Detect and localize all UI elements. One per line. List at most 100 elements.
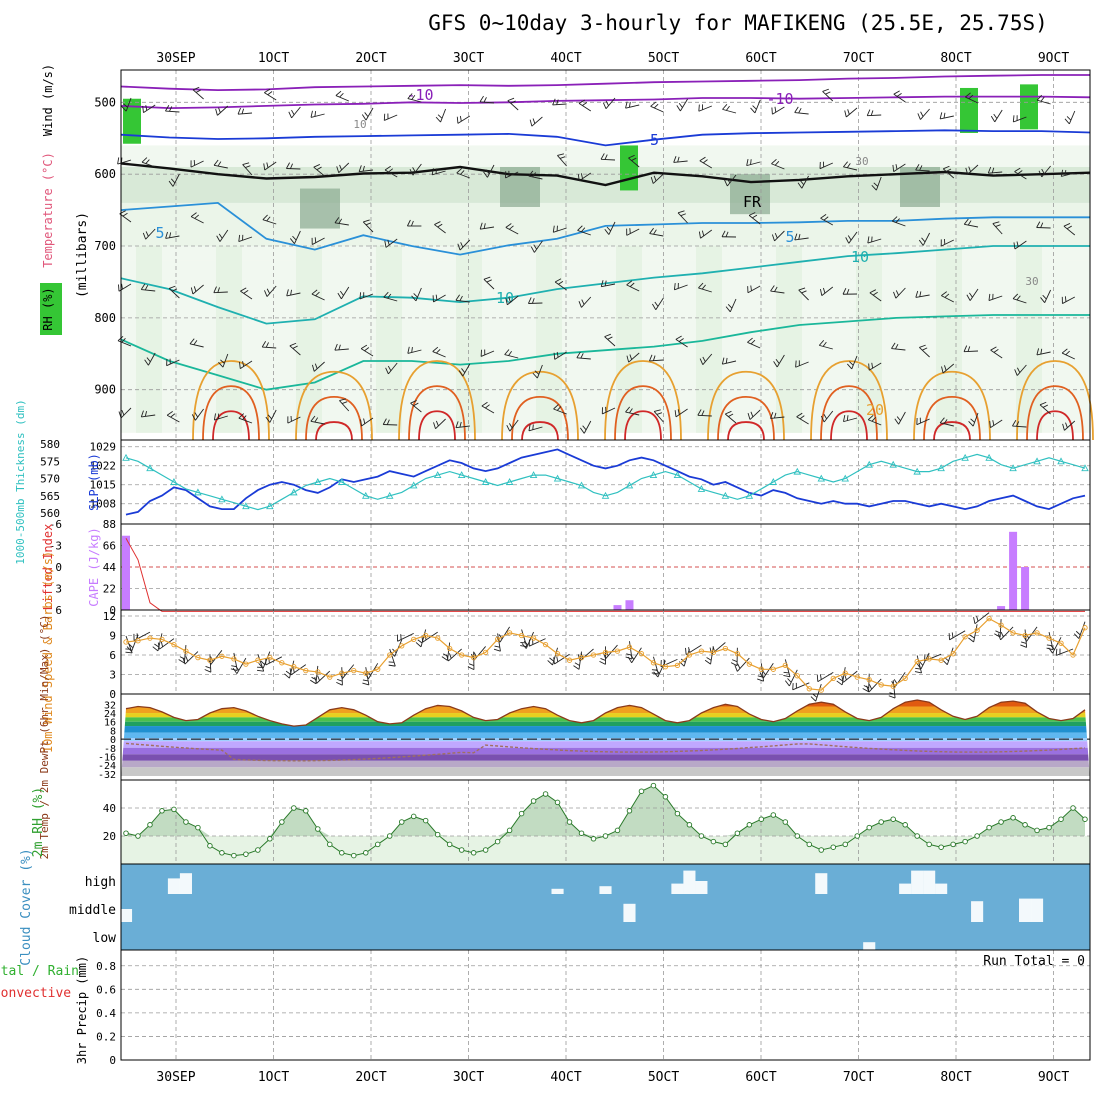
wind-barb-10m — [914, 655, 922, 674]
barb-shaft — [289, 660, 295, 679]
barb-flag — [531, 298, 535, 304]
isotherm-warm-lobe — [604, 360, 682, 441]
cape-bar — [1021, 567, 1030, 610]
barb-shaft — [747, 285, 761, 294]
precip-tick: 0.6 — [96, 983, 116, 996]
barb-flag — [626, 280, 633, 286]
barb-flag — [458, 370, 464, 377]
barb-shaft — [407, 349, 422, 354]
thickness-marker — [170, 478, 178, 485]
barb-flag — [285, 670, 291, 675]
date-label-bottom: 5OCT — [648, 1070, 679, 1085]
rh-marker — [171, 806, 177, 813]
barb-flag — [869, 289, 877, 294]
date-label-bottom: 9OCT — [1038, 1070, 1069, 1085]
wind-barb-upper — [796, 412, 809, 425]
barb-shaft — [771, 163, 785, 170]
barb-flag — [737, 663, 741, 669]
barb-flag — [215, 108, 218, 116]
isotherm-warm-lobe — [192, 360, 270, 441]
wind-barb-upper — [191, 408, 204, 421]
thickness-marker — [817, 474, 826, 482]
barb-flag — [871, 236, 873, 242]
barb-shaft — [749, 409, 761, 420]
wind-barb-upper — [456, 168, 470, 179]
barb-flag — [968, 94, 974, 100]
thickness-marker — [649, 471, 658, 479]
wind-barb-upper — [311, 361, 325, 372]
barb-flag — [220, 359, 225, 364]
rh-marker — [650, 782, 657, 789]
date-label-top: 8OCT — [940, 51, 971, 66]
barb-flag — [866, 685, 870, 693]
barb-flag — [770, 412, 774, 419]
barb-shaft — [359, 169, 374, 173]
barb-flag — [652, 355, 656, 361]
barb-flag — [698, 231, 701, 239]
barb-flag — [674, 410, 677, 417]
barb-shaft — [359, 293, 374, 300]
barb-flag — [604, 228, 610, 235]
cloud-cell — [971, 901, 984, 922]
barb-flag — [235, 665, 240, 671]
wind-speed-marker — [159, 636, 165, 643]
barb-flag — [145, 231, 149, 237]
barb-shaft — [554, 281, 567, 291]
wind-barb-upper — [941, 363, 955, 374]
barb-flag — [796, 412, 803, 418]
rh-marker — [722, 841, 729, 848]
wind-barb-upper — [527, 297, 543, 304]
barb-shaft — [316, 670, 331, 684]
barb-flag — [846, 288, 850, 295]
barb-flag — [774, 106, 777, 113]
wind-barb-upper — [698, 104, 712, 112]
wind-barb-upper — [819, 161, 833, 170]
chart-title: GFS 0~10day 3-hourly for MAFIKENG (25.5E… — [428, 11, 1048, 35]
temp-band — [121, 732, 1090, 738]
barb-flag — [799, 180, 805, 186]
thickness-marker — [242, 502, 250, 510]
barb-flag — [523, 640, 529, 646]
barb-shaft — [819, 344, 833, 350]
barb-shaft — [219, 229, 229, 242]
temp-band — [121, 767, 1090, 776]
wind-barb-upper — [673, 283, 688, 291]
rh-marker — [123, 830, 129, 836]
wind-barb-upper — [434, 221, 446, 234]
wind-barb-upper — [891, 342, 906, 351]
contour-label: 10 — [496, 289, 514, 307]
wind-speed-marker — [638, 651, 645, 657]
barb-shaft — [1062, 296, 1076, 304]
barb-shaft — [579, 648, 594, 662]
wind-barb-upper — [600, 280, 616, 288]
barb-flag — [238, 413, 245, 419]
wind-speed-marker — [339, 670, 345, 676]
wind-speed-marker — [698, 648, 705, 654]
wind-barb-upper — [891, 216, 906, 227]
barb-shaft — [264, 161, 277, 171]
rh-high-patch — [620, 145, 638, 191]
barb-flag — [118, 284, 120, 292]
wind-barb-upper — [532, 364, 543, 379]
barb-flag — [314, 111, 317, 117]
isotherm-line — [120, 314, 1090, 391]
barb-flag — [576, 351, 581, 359]
barb-flag — [820, 214, 827, 219]
temp-tick: -16 — [98, 752, 116, 763]
barb-flag — [317, 675, 320, 681]
thickness-marker — [385, 491, 394, 499]
wind-speed-marker — [986, 615, 992, 622]
barb-flag — [314, 363, 318, 369]
wind-barb-upper — [358, 165, 374, 173]
barb-flag — [581, 299, 585, 305]
barb-flag — [968, 637, 974, 643]
barb-flag — [494, 645, 500, 648]
barb-shaft — [286, 292, 301, 297]
barb-flag — [896, 93, 902, 97]
wind-barb-10m — [862, 673, 870, 693]
barb-flag — [580, 173, 583, 179]
barb-flag — [533, 244, 538, 250]
wind-barb-upper — [1062, 420, 1076, 431]
barb-shaft — [920, 108, 930, 120]
barb-shaft — [700, 229, 713, 239]
